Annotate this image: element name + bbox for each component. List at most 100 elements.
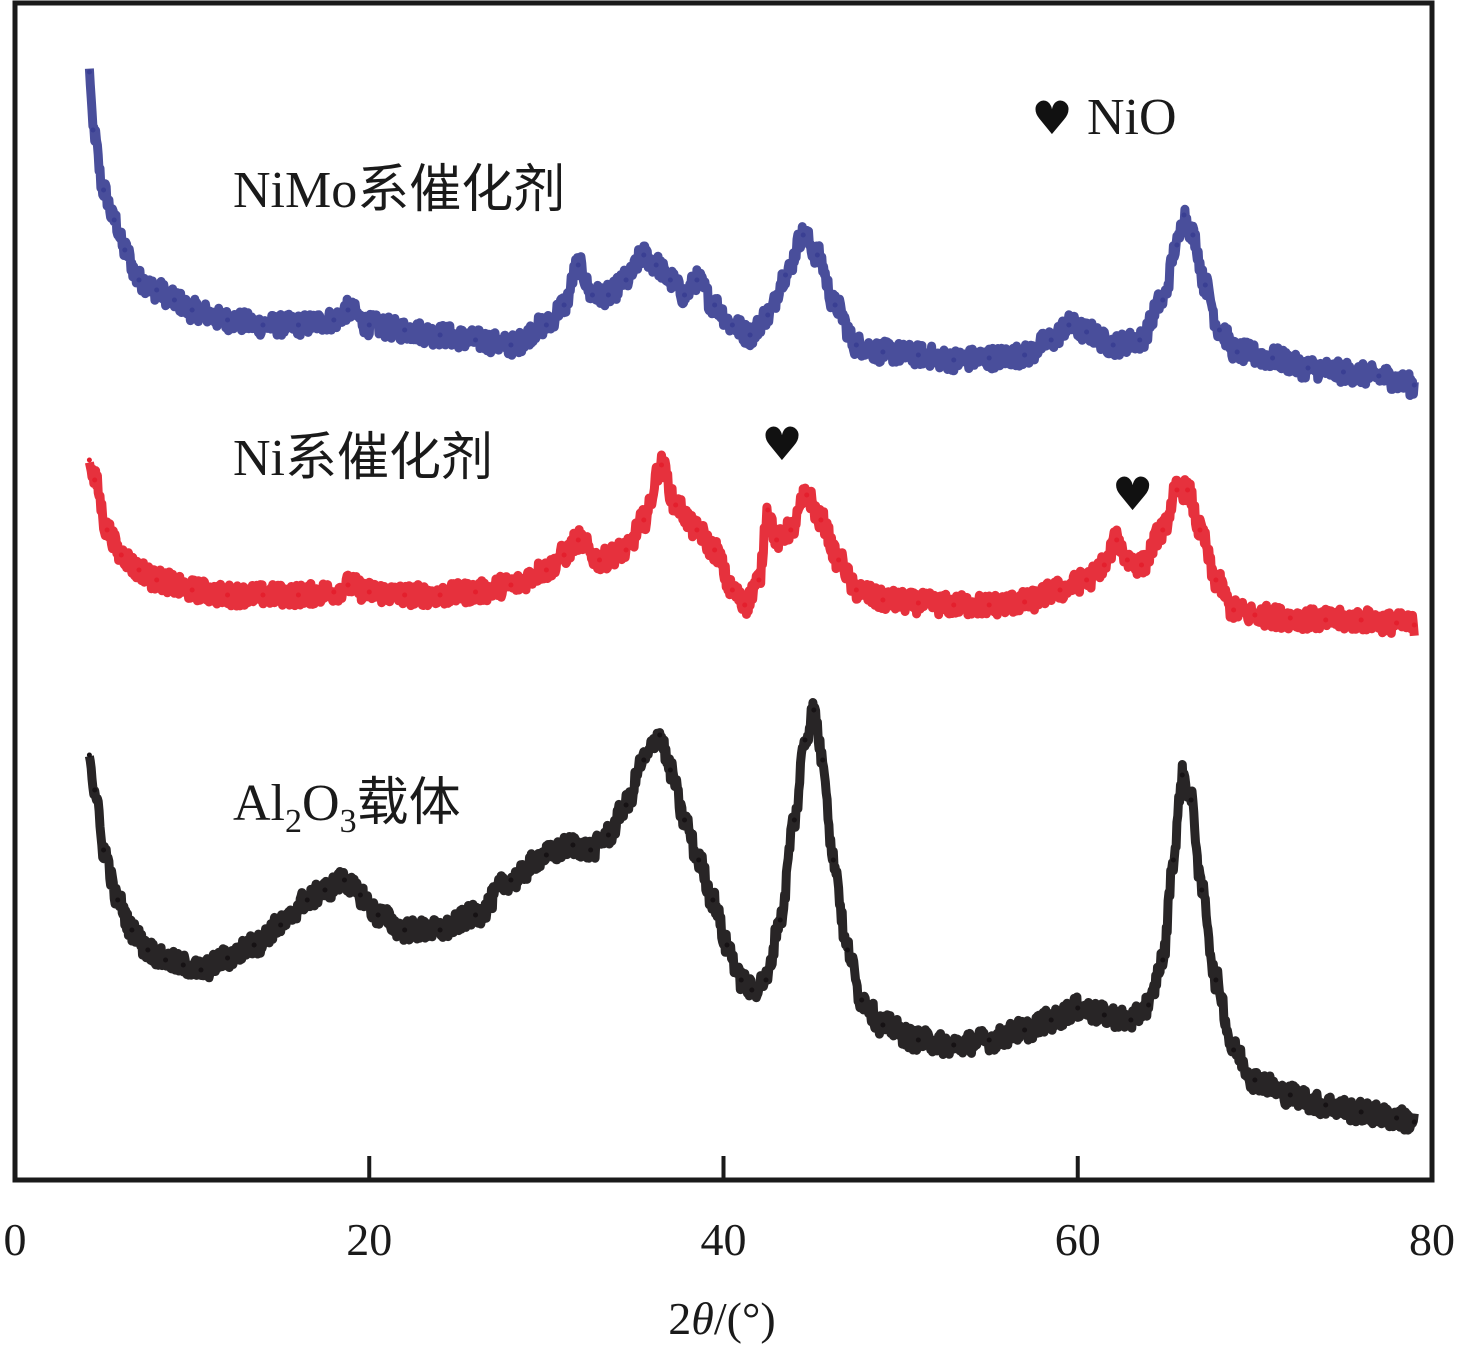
- data-point: [225, 592, 231, 598]
- data-point: [1188, 797, 1194, 803]
- data-point: [1234, 349, 1240, 355]
- data-point: [322, 887, 328, 893]
- data-point: [92, 477, 98, 483]
- x-tick-label: 0: [4, 1214, 27, 1265]
- data-point: [304, 897, 310, 903]
- data-point: [473, 912, 479, 918]
- data-point: [1160, 527, 1166, 533]
- data-point: [859, 997, 865, 1003]
- data-point: [145, 947, 151, 953]
- data-point: [1022, 599, 1028, 605]
- data-point: [832, 302, 838, 308]
- data-point: [673, 502, 679, 508]
- data-point: [811, 707, 817, 713]
- series-label-ni: Ni系催化剂: [233, 430, 493, 487]
- data-point: [118, 552, 124, 558]
- data-point: [1022, 352, 1028, 358]
- data-point: [543, 567, 549, 573]
- data-point: [295, 592, 301, 598]
- data-point: [101, 847, 107, 853]
- data-point: [86, 457, 92, 463]
- data-point: [1323, 1102, 1329, 1108]
- series-label-al2o3: Al2O3载体: [233, 775, 461, 840]
- data-point: [402, 327, 408, 333]
- data-point: [653, 262, 659, 268]
- x-tick-label: 40: [701, 1214, 747, 1265]
- x-axis-title-prefix: 2: [668, 1293, 691, 1344]
- data-point: [1101, 562, 1107, 568]
- data-point: [712, 302, 718, 308]
- data-point: [402, 592, 408, 598]
- data-point: [724, 942, 730, 948]
- data-point: [820, 757, 826, 763]
- data-point: [1213, 977, 1219, 983]
- al2o3-o: O: [302, 775, 340, 832]
- data-point: [804, 492, 810, 498]
- data-point: [1252, 612, 1258, 618]
- data-point: [1160, 297, 1166, 303]
- series-2: [84, 698, 1419, 1135]
- data-point: [575, 537, 581, 543]
- data-point: [1411, 382, 1417, 388]
- legend-nio-label: NiO: [1087, 89, 1177, 146]
- data-point: [1340, 369, 1346, 375]
- data-point: [115, 897, 121, 903]
- heart-icon: ♥: [1031, 91, 1072, 145]
- data-point: [588, 847, 594, 853]
- data-point: [589, 292, 595, 298]
- series-1: [84, 450, 1419, 638]
- data-point: [341, 877, 347, 883]
- data-point: [880, 597, 886, 603]
- data-point: [1084, 577, 1090, 583]
- x-tick-label: 20: [346, 1214, 392, 1265]
- data-point: [1358, 617, 1364, 623]
- data-point: [836, 557, 842, 563]
- data-point: [86, 69, 92, 75]
- data-point: [1139, 562, 1145, 568]
- x-ticks: [367, 1156, 1080, 1180]
- data-point: [225, 955, 231, 961]
- data-point: [710, 897, 716, 903]
- data-point: [774, 537, 780, 543]
- data-point: [1160, 957, 1166, 963]
- data-point: [1411, 1119, 1417, 1125]
- data-point: [473, 589, 479, 595]
- data-point: [163, 957, 169, 963]
- data-point: [1110, 342, 1116, 348]
- data-point: [1048, 337, 1054, 343]
- data-point: [659, 462, 665, 468]
- data-point: [729, 322, 735, 328]
- x-axis-title: 2θ/(°): [668, 1293, 775, 1344]
- data-point: [667, 277, 673, 283]
- data-point: [1213, 577, 1219, 583]
- data-point: [1305, 365, 1311, 371]
- data-point: [1075, 1005, 1081, 1011]
- data-point: [92, 787, 98, 793]
- data-point: [1128, 1017, 1134, 1023]
- data-point: [1190, 232, 1196, 238]
- data-point: [667, 767, 673, 773]
- data-point: [1146, 1002, 1152, 1008]
- data-point: [111, 217, 117, 223]
- data-point: [800, 232, 806, 238]
- data-point: [473, 337, 479, 343]
- data-point: [251, 942, 257, 948]
- data-point: [331, 589, 337, 595]
- data-point: [880, 349, 886, 355]
- data-point: [696, 857, 702, 863]
- data-point: [605, 832, 611, 838]
- data-point: [1358, 1109, 1364, 1115]
- data-point: [986, 1037, 992, 1043]
- al2o3-tail: 载体: [357, 775, 461, 832]
- data-point: [357, 892, 363, 898]
- data-point: [1199, 887, 1205, 893]
- data-point: [1124, 557, 1130, 563]
- data-point: [1197, 527, 1203, 533]
- data-point: [375, 912, 381, 918]
- data-point: [597, 557, 603, 563]
- data-point: [749, 987, 755, 993]
- data-point: [1231, 1047, 1237, 1053]
- data-point: [508, 582, 514, 588]
- data-point: [641, 517, 647, 523]
- data-point: [951, 602, 957, 608]
